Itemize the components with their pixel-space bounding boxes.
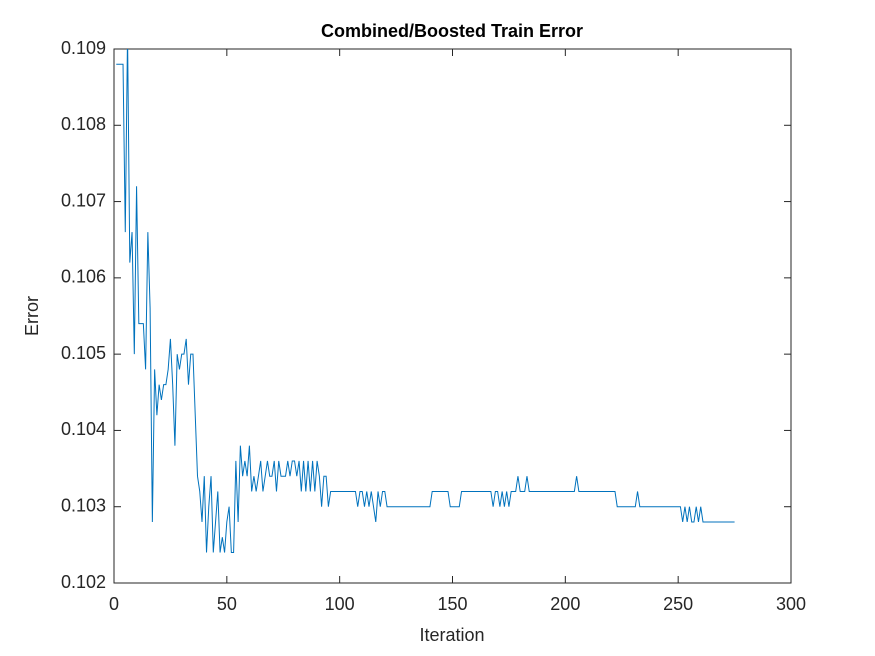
y-tick-label: 0.104 bbox=[61, 419, 106, 439]
x-tick-label: 250 bbox=[663, 594, 693, 614]
y-tick-label: 0.102 bbox=[61, 572, 106, 592]
y-tick-label: 0.106 bbox=[61, 267, 106, 287]
x-tick-label: 0 bbox=[109, 594, 119, 614]
x-axis-label: Iteration bbox=[419, 625, 484, 645]
y-axis-label: Error bbox=[22, 296, 42, 336]
x-tick-label: 50 bbox=[217, 594, 237, 614]
y-tick-label: 0.108 bbox=[61, 114, 106, 134]
x-tick-label: 150 bbox=[437, 594, 467, 614]
data-line bbox=[116, 49, 735, 553]
x-tick-label: 100 bbox=[325, 594, 355, 614]
x-tick-label: 200 bbox=[550, 594, 580, 614]
y-tick-label: 0.103 bbox=[61, 495, 106, 515]
x-tick-label: 300 bbox=[776, 594, 806, 614]
y-tick-label: 0.105 bbox=[61, 343, 106, 363]
y-tick-label: 0.109 bbox=[61, 38, 106, 58]
chart-title: Combined/Boosted Train Error bbox=[321, 21, 583, 41]
y-tick-label: 0.107 bbox=[61, 190, 106, 210]
